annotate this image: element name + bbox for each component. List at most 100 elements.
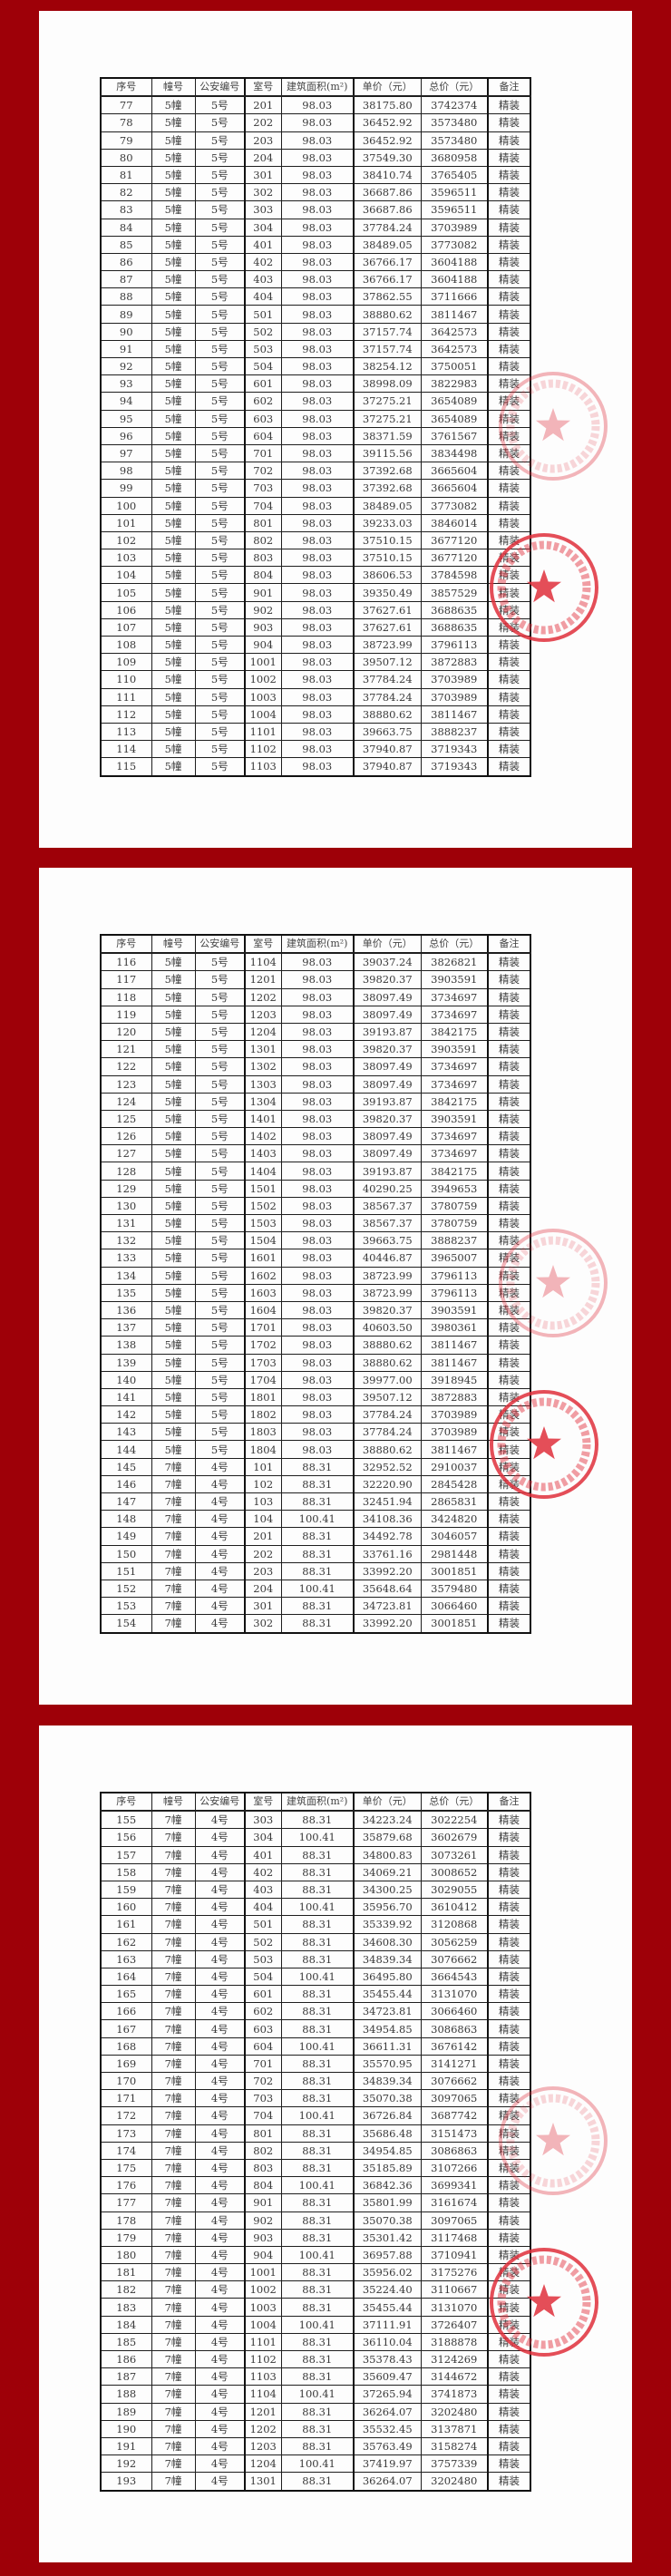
cell-police-no: 4号 [194, 2349, 246, 2369]
cell-police-no: 5号 [194, 1179, 246, 1198]
cell-floor-area: 98.03 [280, 1179, 355, 1198]
cell-room-no: 1002 [244, 2280, 282, 2299]
cell-police-no: 4号 [194, 2176, 246, 2195]
cell-building-no: 5幢 [151, 952, 196, 972]
cell-police-no: 5号 [194, 305, 246, 324]
cell-floor-area: 100.41 [280, 2245, 355, 2265]
cell-total-price: 3773082 [420, 235, 489, 254]
cell-floor-area: 98.03 [280, 670, 355, 689]
table-row: 124 5幢 5号 1304 98.03 39193.87 3842175 精装 [100, 1092, 531, 1111]
cell-floor-area: 98.03 [280, 165, 355, 185]
table-row: 99 5幢 5号 703 98.03 37392.68 3665604 精装 [100, 479, 531, 498]
cell-room-no: 1602 [244, 1266, 282, 1285]
cell-building-no: 5幢 [151, 987, 196, 1006]
cell-room-no: 303 [244, 1810, 282, 1830]
cell-police-no: 5号 [194, 1144, 246, 1163]
cell-seq-no: 174 [100, 2141, 152, 2160]
cell-total-price: 3151473 [420, 2124, 489, 2143]
price-table: 序号 幢号 公安编号 室号 建筑面积(m²) 单价（元） 总价（元） 备注 77 5幢 5号 201 9… [100, 77, 531, 777]
cell-building-no: 5幢 [151, 1196, 196, 1216]
cell-remark: 精装 [487, 1179, 531, 1198]
cell-remark: 精装 [487, 2419, 531, 2438]
cell-floor-area: 88.31 [280, 2263, 355, 2282]
cell-total-price: 3665604 [420, 479, 489, 498]
cell-building-no: 5幢 [151, 270, 196, 289]
cell-building-no: 7幢 [151, 1898, 196, 1917]
cell-room-no: 1502 [244, 1196, 282, 1216]
cell-unit-price: 37784.24 [353, 218, 422, 237]
cell-building-no: 5幢 [151, 339, 196, 359]
cell-floor-area: 98.03 [280, 740, 355, 759]
cell-building-no: 7幢 [151, 2019, 196, 2038]
cell-seq-no: 177 [100, 2193, 152, 2212]
cell-floor-area: 98.03 [280, 339, 355, 359]
cell-unit-price: 36611.31 [353, 2036, 422, 2056]
cell-seq-no: 124 [100, 1092, 152, 1111]
cell-floor-area: 98.03 [280, 392, 355, 411]
cell-room-no: 501 [244, 305, 282, 324]
table-row: 171 7幢 4号 703 88.31 35070.38 3097065 精装 [100, 2089, 531, 2108]
cell-total-price: 3711666 [420, 287, 489, 306]
cell-seq-no: 165 [100, 1985, 152, 2004]
cell-seq-no: 77 [100, 95, 152, 115]
cell-remark: 精装 [487, 722, 531, 742]
cell-police-no: 4号 [194, 1527, 246, 1546]
cell-unit-price: 37157.74 [353, 322, 422, 341]
cell-police-no: 4号 [194, 2298, 246, 2317]
cell-unit-price: 35224.40 [353, 2280, 422, 2299]
cell-unit-price: 34223.24 [353, 1810, 422, 1830]
cell-remark: 精装 [487, 987, 531, 1006]
cell-building-no: 5幢 [151, 479, 196, 498]
cell-total-price: 3642573 [420, 322, 489, 341]
cell-unit-price: 39507.12 [353, 1387, 422, 1407]
cell-total-price: 3888237 [420, 1231, 489, 1250]
cell-total-price: 3202480 [420, 2402, 489, 2421]
cell-total-price: 3719343 [420, 740, 489, 759]
cell-room-no: 204 [244, 1579, 282, 1599]
cell-total-price: 3596511 [420, 200, 489, 219]
cell-floor-area: 98.03 [280, 270, 355, 289]
cell-building-no: 5幢 [151, 165, 196, 185]
cell-room-no: 201 [244, 95, 282, 115]
cell-unit-price: 36687.86 [353, 200, 422, 219]
cell-remark: 精装 [487, 95, 531, 115]
document-page-1: 序号 幢号 公安编号 室号 建筑面积(m²) 单价（元） 总价（元） 备注 77 5幢 5号 201 9… [39, 11, 632, 848]
cell-unit-price: 36110.04 [353, 2332, 422, 2352]
cell-seq-no: 85 [100, 235, 152, 254]
cell-unit-price: 34800.83 [353, 1845, 422, 1864]
cell-remark: 精装 [487, 1057, 531, 1076]
cell-total-price: 3688635 [420, 600, 489, 619]
cell-floor-area: 88.31 [280, 2228, 355, 2247]
cell-unit-price: 35956.70 [353, 1898, 422, 1917]
cell-building-no: 7幢 [151, 2332, 196, 2352]
cell-floor-area: 98.03 [280, 1074, 355, 1094]
cell-building-no: 7幢 [151, 1949, 196, 1968]
cell-building-no: 7幢 [151, 1457, 196, 1476]
cell-building-no: 5幢 [151, 305, 196, 324]
cell-total-price: 3076662 [420, 2071, 489, 2091]
cell-police-no: 4号 [194, 1457, 246, 1476]
cell-unit-price: 37784.24 [353, 670, 422, 689]
cell-police-no: 5号 [194, 1318, 246, 1337]
cell-police-no: 4号 [194, 1828, 246, 1847]
cell-remark: 精装 [487, 2002, 531, 2021]
table-row: 147 7幢 4号 103 88.31 32451.94 2865831 精装 [100, 1492, 531, 1512]
table-row: 112 5幢 5号 1004 98.03 38880.62 3811467 精装 [100, 705, 531, 724]
cell-seq-no: 95 [100, 409, 152, 428]
cell-room-no: 901 [244, 583, 282, 602]
cell-unit-price: 39115.56 [353, 443, 422, 463]
cell-remark: 精装 [487, 1144, 531, 1163]
cell-total-price: 2865831 [420, 1492, 489, 1512]
cell-remark: 精装 [487, 1074, 531, 1094]
cell-remark: 精装 [487, 1880, 531, 1900]
column-header-total-price: 总价（元） [420, 934, 489, 955]
table-row: 160 7幢 4号 404 100.41 35956.70 3610412 精装 [100, 1898, 531, 1917]
cell-building-no: 7幢 [151, 2054, 196, 2074]
cell-remark: 精装 [487, 1457, 531, 1476]
cell-police-no: 5号 [194, 530, 246, 550]
cell-seq-no: 96 [100, 426, 152, 445]
cell-remark: 精装 [487, 1510, 531, 1529]
table-row: 187 7幢 4号 1103 88.31 35609.47 3144672 精装 [100, 2367, 531, 2386]
cell-total-price: 3750051 [420, 356, 489, 376]
cell-building-no: 5幢 [151, 409, 196, 428]
